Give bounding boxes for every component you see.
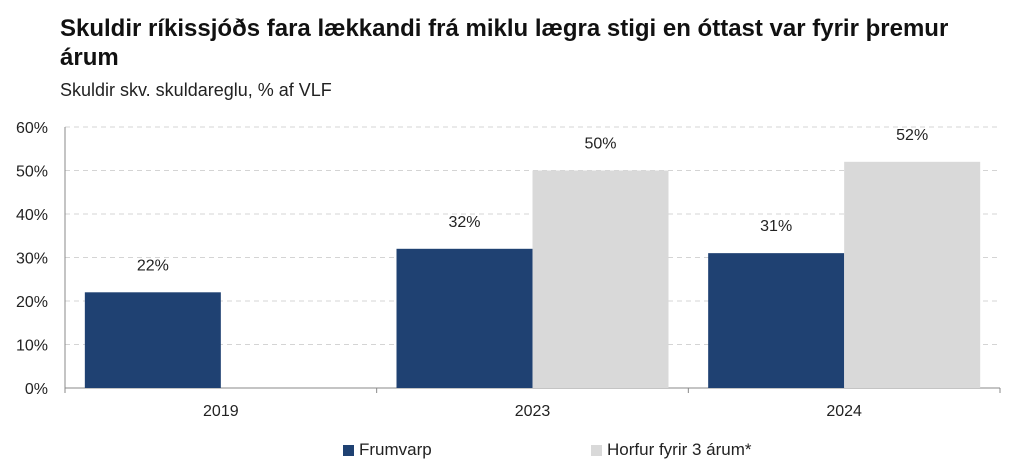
x-tick-label: 2019: [203, 403, 239, 420]
bar: [708, 253, 845, 388]
legend-label-frumvarp: Frumvarp: [359, 440, 432, 459]
data-label: 50%: [584, 136, 616, 153]
y-tick-label: 20%: [16, 294, 48, 311]
data-label: 32%: [448, 214, 480, 231]
legend: Frumvarp Horfur fyrir 3 árum*: [0, 440, 1024, 464]
bar: [844, 161, 981, 388]
bar: [396, 248, 533, 388]
x-tick-label: 2024: [826, 403, 862, 420]
bar-chart: 0% 10% 20% 30% 40% 50% 60% 2019 22% 2023 32% 50% 202…: [16, 120, 1001, 420]
y-tick-label: 30%: [16, 251, 48, 268]
y-tick-label: 60%: [16, 120, 48, 137]
x-tick-label: 2023: [515, 403, 551, 420]
bar: [84, 292, 221, 388]
data-label: 31%: [760, 218, 792, 235]
legend-item-horfur: Horfur fyrir 3 árum*: [591, 440, 752, 460]
bar: [532, 170, 669, 388]
data-label: 22%: [137, 257, 169, 274]
data-label: 52%: [896, 127, 928, 144]
legend-swatch-frumvarp: [343, 444, 354, 456]
legend-swatch-horfur: [591, 444, 602, 456]
legend-item-frumvarp: Frumvarp: [343, 440, 432, 460]
chart-subtitle: Skuldir skv. skuldareglu, % af VLF: [60, 80, 332, 100]
legend-label-horfur: Horfur fyrir 3 árum*: [607, 440, 752, 459]
chart-title: Skuldir ríkissjóðs fara lækkandi frá mik…: [60, 15, 949, 71]
y-tick-label: 10%: [16, 338, 48, 355]
y-tick-label: 40%: [16, 207, 48, 224]
y-tick-label: 50%: [16, 164, 48, 181]
y-tick-label: 0%: [25, 381, 48, 398]
